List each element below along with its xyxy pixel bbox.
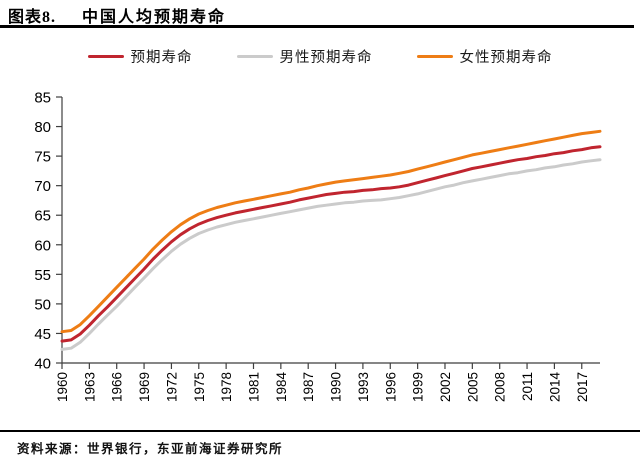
legend-label-total: 预期寿命 [130, 50, 193, 66]
figure-title: 图表8. 中国人均预期寿命 [8, 3, 226, 27]
y-tick-label: 55 [34, 267, 51, 284]
x-tick-label: 2008 [493, 372, 508, 402]
x-tick-label: 2014 [547, 372, 562, 403]
legend-line-swatch-male [236, 54, 273, 59]
x-tick-label: 1972 [164, 372, 179, 402]
x-tick-label: 1975 [192, 372, 207, 402]
source-note: 资料来源：世界银行，东亚前海证券研究所 [17, 442, 284, 456]
legend-item-male: 男性预期寿命 [236, 46, 373, 67]
x-tick-label: 1978 [219, 372, 234, 402]
x-tick-label: 1987 [301, 372, 316, 402]
x-tick-label: 1993 [356, 372, 371, 402]
y-tick-label: 50 [34, 296, 51, 313]
y-tick-label: 40 [34, 356, 51, 373]
title-divider [0, 25, 634, 28]
series-lines [60, 129, 602, 351]
y-tick-label: 85 [34, 90, 51, 107]
figure-number: 图表8. [8, 9, 57, 26]
x-tick-label: 1963 [82, 372, 97, 402]
x-tick-label: 1969 [137, 372, 152, 402]
y-tick-label: 70 [34, 178, 51, 195]
y-tick-label: 65 [34, 208, 51, 225]
series-line-total [60, 145, 602, 343]
legend-line-swatch-total [87, 54, 124, 59]
legend-label-male: 男性预期寿命 [279, 50, 373, 66]
y-tick-label: 80 [34, 119, 51, 136]
x-tick-label: 2005 [465, 372, 480, 402]
x-tick-label: 1990 [329, 372, 344, 402]
legend-item-total: 预期寿命 [87, 46, 193, 67]
legend-label-female: 女性预期寿命 [459, 50, 553, 66]
y-axis-labels: 40 45 50 55 60 65 70 75 80 85 [34, 90, 51, 373]
legend-line-swatch-female [416, 54, 453, 59]
y-tick-label: 45 [34, 326, 51, 343]
axes [56, 96, 600, 369]
series-line-female [60, 129, 602, 334]
y-tick-label: 60 [34, 237, 51, 254]
series-line-male [60, 158, 602, 351]
x-tick-label: 1999 [411, 372, 426, 402]
chart-legend: 预期寿命 男性预期寿命 女性预期寿命 [0, 46, 640, 67]
legend-item-female: 女性预期寿命 [416, 46, 553, 67]
x-tick-label: 1966 [110, 372, 125, 402]
x-tick-label: 1960 [55, 372, 70, 402]
x-tick-label: 2002 [438, 372, 453, 402]
y-tick-label: 75 [34, 149, 51, 166]
footer-divider [0, 430, 640, 432]
figure-title-text: 中国人均预期寿命 [82, 9, 227, 26]
x-tick-label: 1996 [383, 372, 398, 402]
x-tick-label: 2017 [575, 372, 590, 402]
x-tick-label: 2011 [520, 372, 535, 401]
x-axis-labels: 1960 1963 1966 1969 1972 1975 1978 1981 1984 1987… [55, 372, 590, 403]
x-tick-label: 1984 [274, 372, 289, 403]
x-tick-label: 1981 [246, 372, 261, 402]
